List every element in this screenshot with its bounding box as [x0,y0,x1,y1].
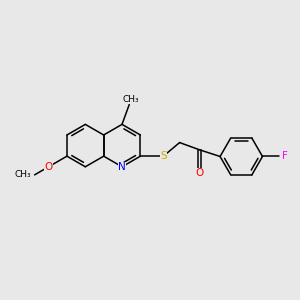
Text: N: N [118,162,126,172]
Text: O: O [44,162,53,172]
Text: O: O [195,168,204,178]
Text: CH₃: CH₃ [122,95,139,104]
Text: F: F [282,152,287,161]
Text: S: S [160,151,167,161]
Text: CH₃: CH₃ [14,170,31,179]
